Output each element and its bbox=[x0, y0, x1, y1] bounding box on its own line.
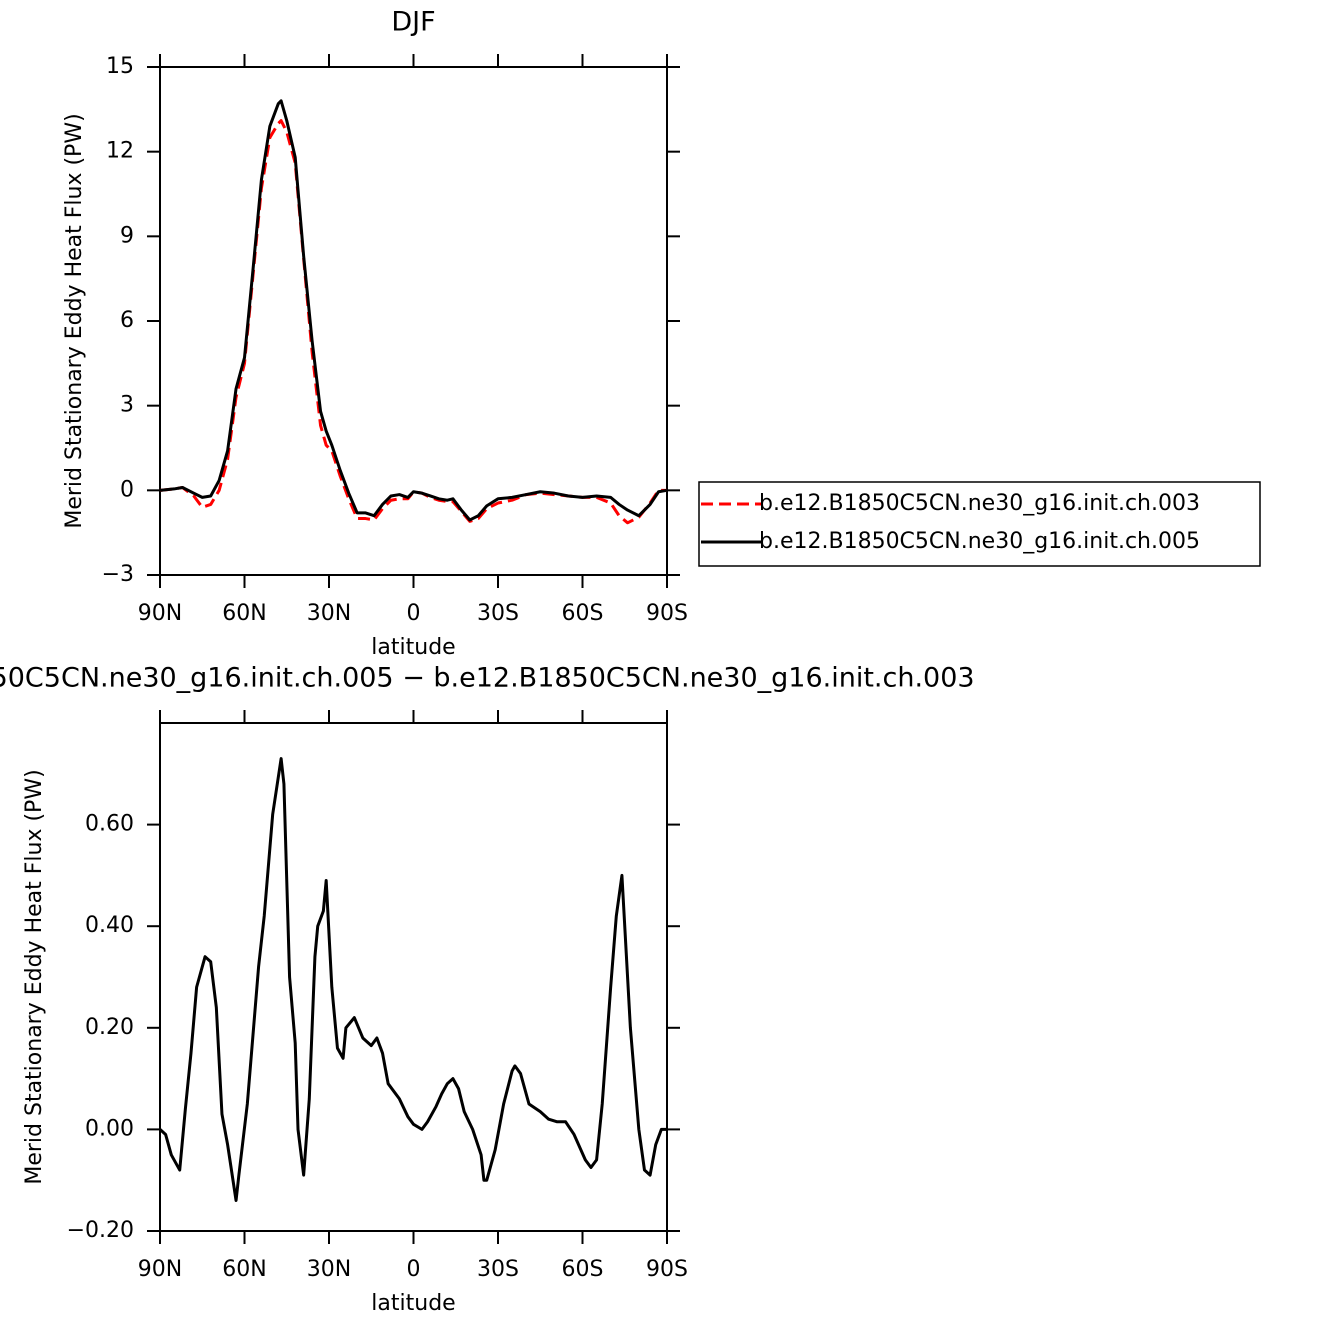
x-tick-label: 90N bbox=[138, 601, 182, 626]
plot-frame bbox=[159, 66, 668, 576]
chart-title: DJF bbox=[391, 7, 435, 38]
x-tick-label: 30N bbox=[307, 601, 351, 626]
x-tick-label: 60N bbox=[222, 601, 266, 626]
y-tick-label: −0.20 bbox=[67, 1218, 134, 1243]
y-tick-label: 0.00 bbox=[85, 1116, 134, 1141]
y-tick-label: 15 bbox=[106, 54, 134, 79]
x-tick-label: 60S bbox=[562, 601, 604, 626]
y-tick-label: 6 bbox=[120, 308, 134, 333]
x-tick-label: 90N bbox=[138, 1257, 182, 1282]
y-tick-label: 0 bbox=[120, 477, 134, 502]
x-tick-label: 30S bbox=[477, 601, 519, 626]
x-tick-label: 0 bbox=[407, 1257, 421, 1282]
y-axis-label: Merid Stationary Eddy Heat Flux (PW) bbox=[22, 769, 47, 1184]
y-tick-label: 0.60 bbox=[85, 812, 134, 837]
y-tick-label: 0.20 bbox=[85, 1015, 134, 1040]
x-axis-label: latitude bbox=[371, 1291, 455, 1316]
y-tick-label: 0.40 bbox=[85, 913, 134, 938]
plot-frame bbox=[159, 722, 668, 1232]
y-tick-label: 3 bbox=[120, 393, 134, 418]
x-tick-label: 0 bbox=[407, 601, 421, 626]
chart-title: b.e12.B1850C5CN.ne30_g16.init.ch.005 − b… bbox=[0, 663, 975, 694]
y-tick-label: 12 bbox=[106, 139, 134, 164]
legend-label: b.e12.B1850C5CN.ne30_g16.init.ch.003 bbox=[759, 491, 1200, 516]
y-axis-label: Merid Stationary Eddy Heat Flux (PW) bbox=[62, 113, 87, 528]
x-tick-label: 90S bbox=[646, 1257, 688, 1282]
x-tick-label: 30N bbox=[307, 1257, 351, 1282]
data-line bbox=[158, 757, 667, 1203]
x-tick-label: 60S bbox=[562, 1257, 604, 1282]
x-tick-label: 30S bbox=[477, 1257, 519, 1282]
y-tick-label: −3 bbox=[102, 562, 134, 587]
data-line bbox=[159, 99, 668, 522]
legend-label: b.e12.B1850C5CN.ne30_g16.init.ch.005 bbox=[759, 529, 1200, 554]
x-tick-label: 90S bbox=[646, 601, 688, 626]
x-axis-label: latitude bbox=[371, 635, 455, 660]
legend-box bbox=[698, 481, 1261, 567]
x-tick-label: 60N bbox=[222, 1257, 266, 1282]
y-tick-label: 9 bbox=[120, 223, 134, 248]
data-line bbox=[159, 119, 667, 525]
